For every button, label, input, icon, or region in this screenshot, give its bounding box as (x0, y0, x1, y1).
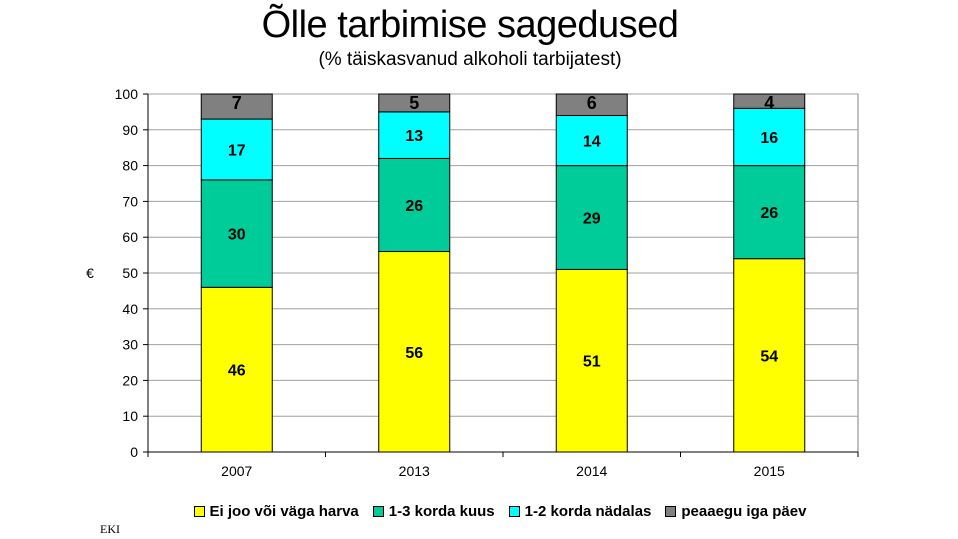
y-tick-label: 100 (115, 86, 139, 102)
data-label: 26 (405, 198, 423, 215)
bar-segment (200, 286, 273, 453)
data-label: 30 (228, 227, 246, 244)
data-label: 17 (228, 142, 246, 159)
legend-swatch (372, 506, 384, 517)
bar-segment (555, 93, 628, 116)
bar-segment (733, 258, 806, 453)
bar-segment (378, 111, 451, 159)
y-tick-label: 80 (122, 158, 138, 174)
bar-segment (200, 118, 273, 181)
data-label: 54 (760, 348, 778, 365)
chart-subtitle: (% täiskasvanud alkoholi tarbijatest) (318, 49, 622, 70)
y-tick-label: 40 (122, 301, 138, 317)
y-tick-label: 30 (122, 337, 138, 353)
bar-segment (733, 93, 806, 109)
footer-source: EKI (100, 522, 120, 536)
y-tick-label: 10 (122, 408, 138, 424)
legend-label: 1-3 korda kuus (388, 503, 495, 520)
y-tick-label: 60 (122, 229, 138, 245)
legend-item: 1-3 korda kuus (372, 503, 495, 520)
data-label: 46 (228, 363, 246, 380)
legend-swatch (193, 506, 205, 517)
legend-item: 1-2 korda nädalas (508, 503, 652, 520)
bar-segment (733, 165, 806, 260)
data-label: 7 (232, 93, 242, 113)
data-label: 56 (405, 345, 423, 362)
x-tick-label: 2015 (754, 463, 785, 479)
bar-segment (378, 93, 451, 113)
legend-item: peaaegu iga päev (665, 503, 806, 520)
chart-legend: Ei joo või väga harva 1-3 korda kuus 1-2… (0, 503, 958, 520)
bar-segment (378, 157, 451, 253)
data-label: 5 (409, 93, 419, 113)
y-axis-label: € (86, 265, 94, 281)
y-tick-label: 70 (122, 193, 138, 209)
x-tick-label: 2013 (399, 463, 430, 479)
y-tick-label: 50 (122, 265, 138, 281)
bar-segment (733, 107, 806, 167)
y-tick-label: 20 (122, 372, 138, 388)
bar-segment (555, 165, 628, 270)
bar-segment (555, 114, 628, 167)
data-label: 51 (583, 354, 601, 371)
data-label: 26 (760, 205, 778, 222)
data-label: 6 (587, 93, 597, 113)
x-tick-label: 2007 (221, 463, 252, 479)
y-tick-label: 0 (130, 444, 138, 460)
data-label: 13 (405, 128, 423, 145)
data-label: 4 (764, 93, 774, 113)
stacked-bar-chart: 0102030405060708090100€46301772007562613… (86, 86, 859, 479)
legend-label: 1-2 korda nädalas (524, 503, 652, 520)
legend-label: Ei joo või väga harva (209, 503, 359, 520)
bar-segment (200, 179, 273, 288)
bar-segment (555, 268, 628, 453)
x-tick-label: 2014 (576, 463, 607, 479)
data-label: 14 (583, 134, 601, 151)
legend-label: peaaegu iga päev (681, 503, 807, 520)
y-tick-label: 90 (122, 122, 138, 138)
legend-swatch (665, 506, 677, 517)
chart-title: Õlle tarbimise sagedused (261, 4, 679, 46)
bar-segment (200, 93, 273, 120)
data-label: 16 (760, 130, 778, 147)
legend-item: Ei joo või väga harva (193, 503, 359, 520)
data-label: 29 (583, 211, 601, 228)
legend-swatch (508, 506, 520, 517)
bar-segment (378, 251, 451, 453)
